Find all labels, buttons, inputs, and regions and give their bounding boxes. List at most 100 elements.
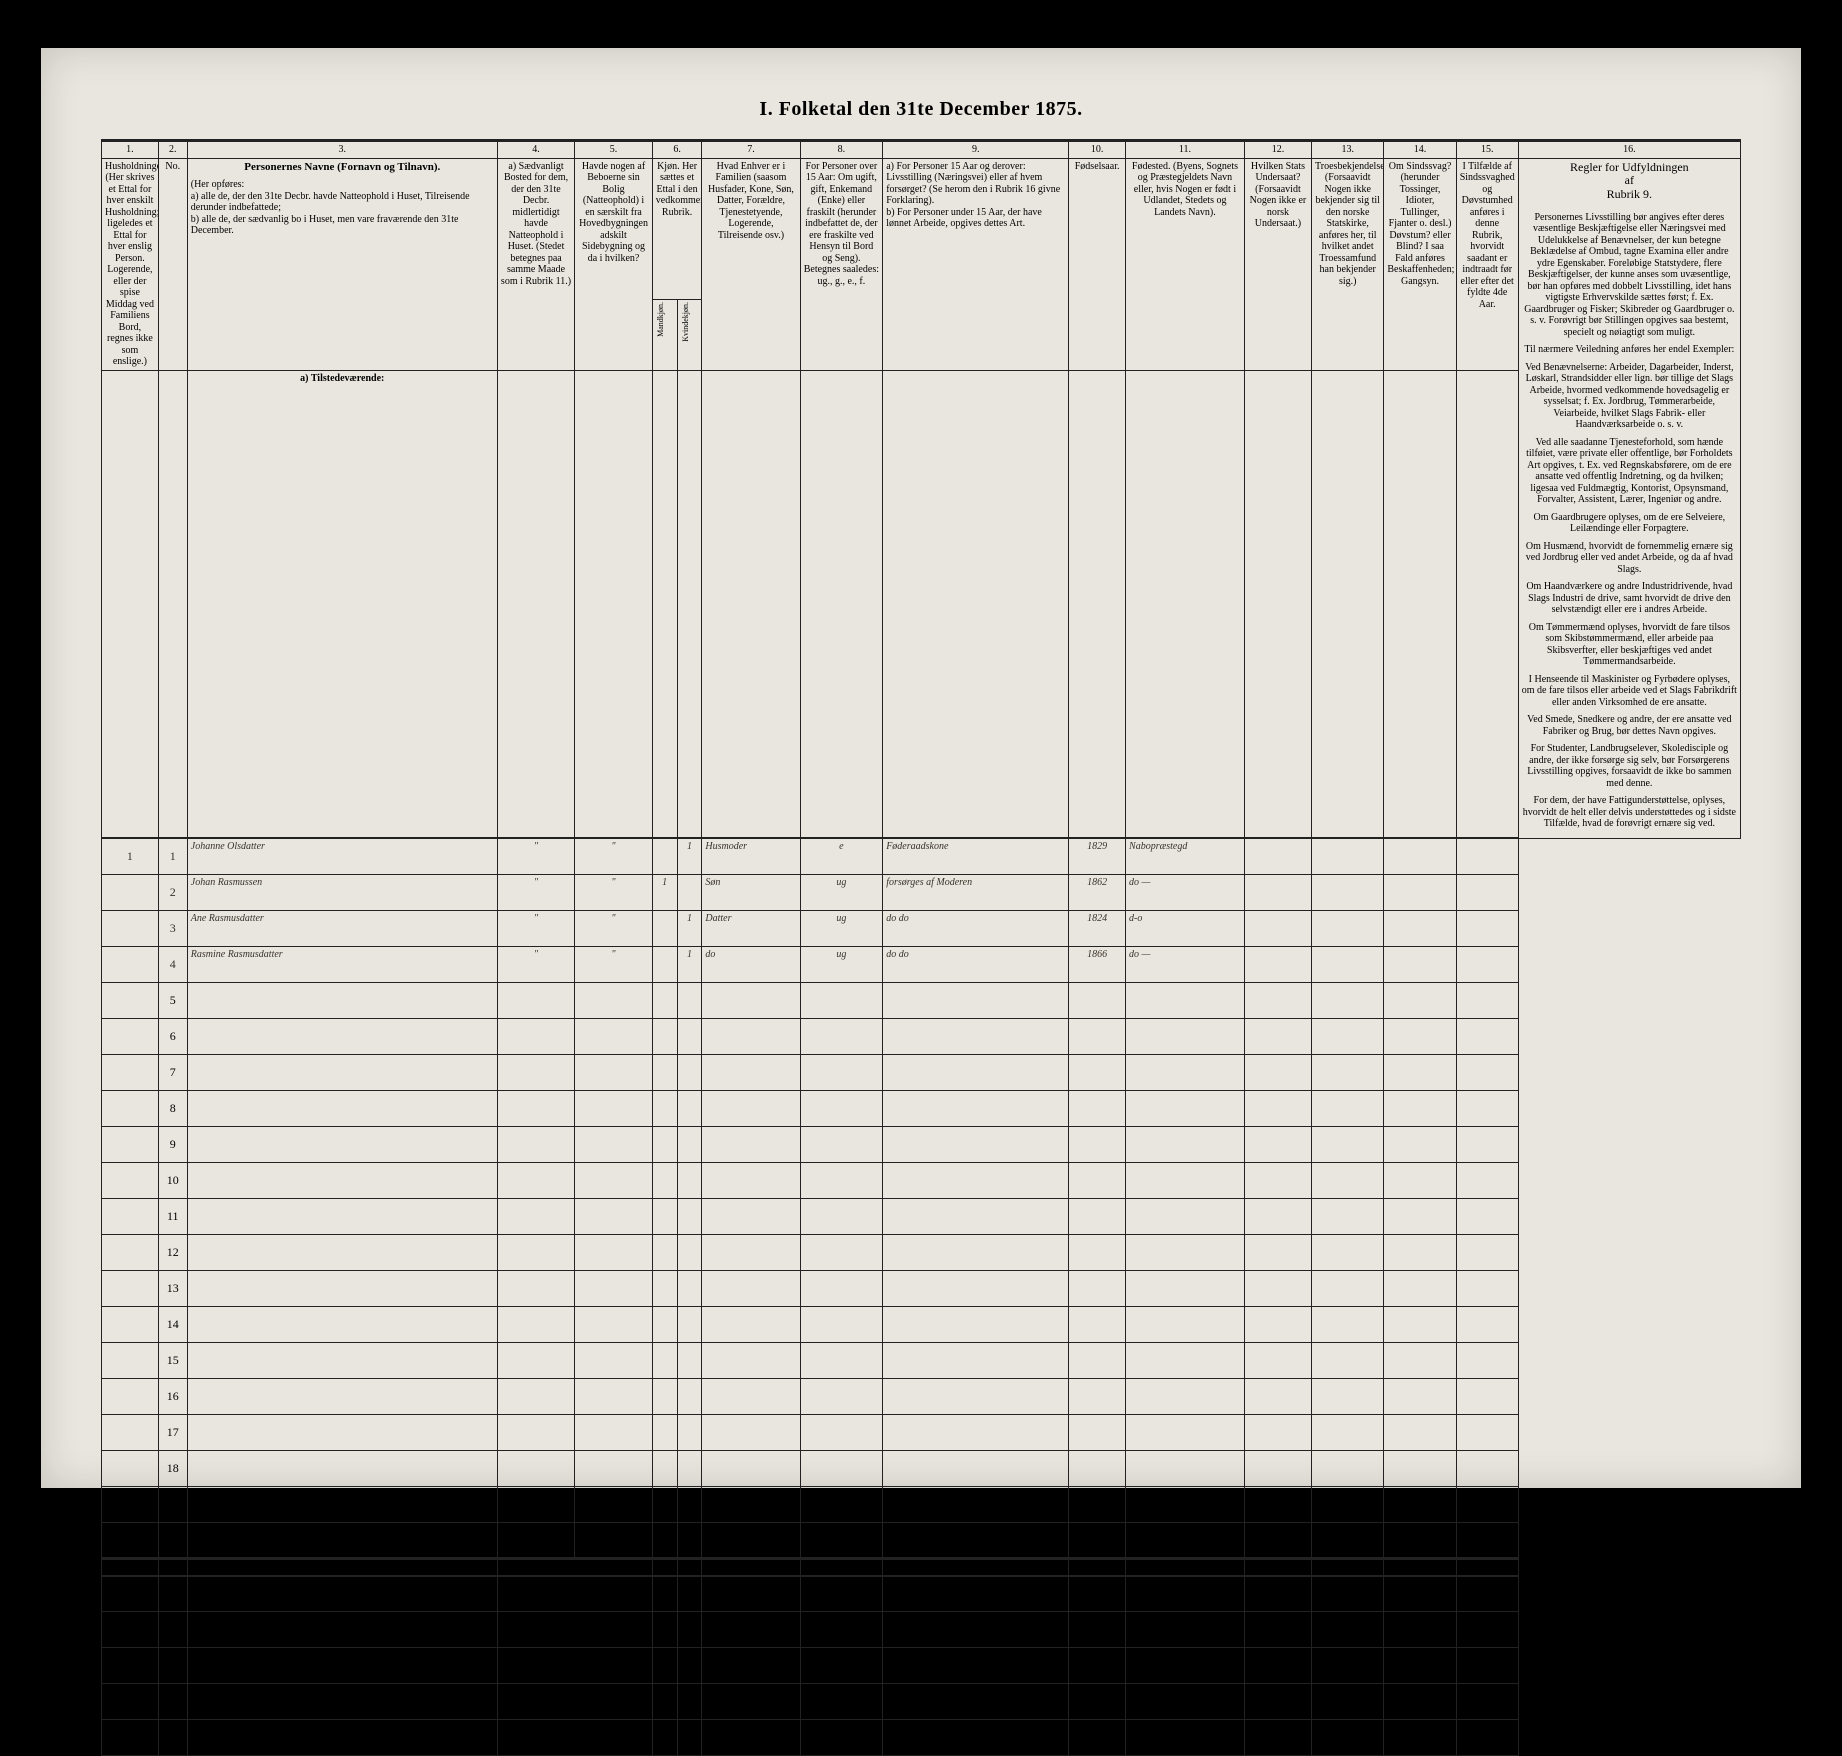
table-row: 10 (102, 1162, 1741, 1198)
instructions-paragraph: Om Gaardbrugere oplyses, om de ere Selve… (1522, 512, 1737, 535)
instructions-paragraph: Om Haandværkere og andre Industridrivend… (1522, 581, 1737, 616)
cell-k (677, 874, 702, 910)
col-number-row: 1. 2. 3. 4. 5. 6. 7. 8. 9. 10. 11. 12. 1… (102, 141, 1741, 159)
cell-no: 3 (158, 910, 187, 946)
colnum-14: 14. (1384, 141, 1456, 159)
cell-k: 1 (677, 838, 702, 874)
instructions-paragraph: Ved Smede, Snedkere og andre, der ere an… (1522, 714, 1737, 737)
page-title: I. Folketal den 31te December 1875. (101, 98, 1741, 121)
cell-c13 (1312, 874, 1384, 910)
section-b-label: b) Fraværende: (187, 1558, 497, 1576)
cell-c15 (1456, 838, 1518, 874)
section-a-label: a) Tilstedeværende: (187, 370, 497, 838)
cell-no: 15 (158, 1342, 187, 1378)
section-a-row: a) Tilstedeværende: (102, 370, 1741, 838)
cell-no: 4 (158, 1684, 187, 1720)
cell-hh (102, 910, 159, 946)
instructions-body: Personernes Livsstilling bør angives eft… (1522, 212, 1737, 830)
hdr-15: I Tilfælde af Sindssvaghed og Døvstumhed… (1456, 158, 1518, 370)
hdr-3-body: (Her opføres: a) alle de, der den 31te D… (191, 173, 494, 237)
colnum-11: 11. (1126, 141, 1245, 159)
table-row: 5 (102, 1720, 1741, 1756)
colnum-15: 15. (1456, 141, 1518, 159)
colnum-1: 1. (102, 141, 159, 159)
table-row: 6 (102, 1018, 1741, 1054)
cell-c12 (1244, 838, 1311, 874)
cell-fam: Søn (702, 874, 800, 910)
cell-c4: " (497, 838, 575, 874)
cell-name: Ane Rasmusdatter (187, 910, 497, 946)
cell-no: 2 (158, 1612, 187, 1648)
cell-fam: Datter (702, 910, 800, 946)
colnum-13: 13. (1312, 141, 1384, 159)
colnum-2: 2. (158, 141, 187, 159)
colnum-8: 8. (800, 141, 883, 159)
table-row: 19 (102, 1486, 1741, 1522)
cell-c14 (1384, 910, 1456, 946)
cell-c14 (1384, 838, 1456, 874)
cell-no: 18 (158, 1450, 187, 1486)
section-b-row: b) Fraværende: b) K'endt eller formodet … (102, 1558, 1741, 1576)
cell-no: 6 (158, 1018, 187, 1054)
cell-m (652, 838, 677, 874)
cell-no: 19 (158, 1486, 187, 1522)
cell-no: 4 (158, 946, 187, 982)
cell-no: 20 (158, 1522, 187, 1558)
cell-place: Nabopræstegd (1126, 838, 1245, 874)
table-row: 11Johanne Olsdatter""1HusmodereFøderaads… (102, 838, 1741, 874)
hdr-14: Om Sindssvag? (herunder Tossinger, Idiot… (1384, 158, 1456, 370)
instructions-title: Regler for Udfyldningen af Rubrik 9. (1522, 161, 1737, 202)
instructions-paragraph: Til nærmere Veiledning anføres her endel… (1522, 344, 1737, 356)
cell-civ: ug (800, 946, 883, 982)
colnum-10: 10. (1069, 141, 1126, 159)
cell-name: Rasmine Rasmusdatter (187, 946, 497, 982)
cell-c4: " (497, 946, 575, 982)
cell-c13 (1312, 838, 1384, 874)
table-row: 8 (102, 1090, 1741, 1126)
hdr-6: Kjøn. Her sættes et Ettal i den vedkomme… (652, 158, 702, 300)
table-row: 13 (102, 1270, 1741, 1306)
cell-year: 1862 (1069, 874, 1126, 910)
cell-c5: " (575, 946, 653, 982)
cell-fam: Husmoder (702, 838, 800, 874)
cell-no: 1 (158, 1576, 187, 1612)
colnum-5: 5. (575, 141, 653, 159)
cell-no: 8 (158, 1090, 187, 1126)
cell-occ: Føderaadskone (883, 838, 1069, 874)
cell-c14 (1384, 874, 1456, 910)
cell-year: 1824 (1069, 910, 1126, 946)
cell-no: 9 (158, 1126, 187, 1162)
cell-place: do — (1126, 874, 1245, 910)
hdr-10: Fødselsaar. (1069, 158, 1126, 370)
cell-no: 10 (158, 1162, 187, 1198)
table-row: 7 (102, 1054, 1741, 1090)
section-b-col4: b) K'endt eller formodet Opholdssted. (497, 1558, 652, 1576)
cell-no: 1 (158, 838, 187, 874)
cell-c12 (1244, 874, 1311, 910)
table-row: 5 (102, 982, 1741, 1018)
instructions-paragraph: Personernes Livsstilling bør angives eft… (1522, 212, 1737, 339)
hdr-9: a) For Personer 15 Aar og derover: Livss… (883, 158, 1069, 370)
cell-c12 (1244, 910, 1311, 946)
instructions-paragraph: Ved alle saadanne Tjenesteforhold, som h… (1522, 437, 1737, 506)
cell-c14 (1384, 946, 1456, 982)
cell-name: Johanne Olsdatter (187, 838, 497, 874)
hdr-4: a) Sædvanligt Bosted for dem, der den 31… (497, 158, 575, 370)
table-row: 16 (102, 1378, 1741, 1414)
cell-c15 (1456, 946, 1518, 982)
table-row: 2Johan Rasmussen""1Sønugforsørges af Mod… (102, 874, 1741, 910)
table-row: 20 (102, 1522, 1741, 1558)
cell-no: 17 (158, 1414, 187, 1450)
instructions-paragraph: For dem, der have Fattigunderstøttelse, … (1522, 795, 1737, 830)
colnum-16: 16. (1518, 141, 1740, 159)
table-row: 11 (102, 1198, 1741, 1234)
cell-c13 (1312, 946, 1384, 982)
cell-occ: do do (883, 910, 1069, 946)
table-row: 15 (102, 1342, 1741, 1378)
hdr-6m: Mandkjøn. (652, 300, 677, 370)
cell-hh: 1 (102, 838, 159, 874)
table-row: 18 (102, 1450, 1741, 1486)
cell-c5: " (575, 910, 653, 946)
cell-name: Johan Rasmussen (187, 874, 497, 910)
instructions-paragraph: Ved Benævnelserne: Arbeider, Dagarbeider… (1522, 362, 1737, 431)
